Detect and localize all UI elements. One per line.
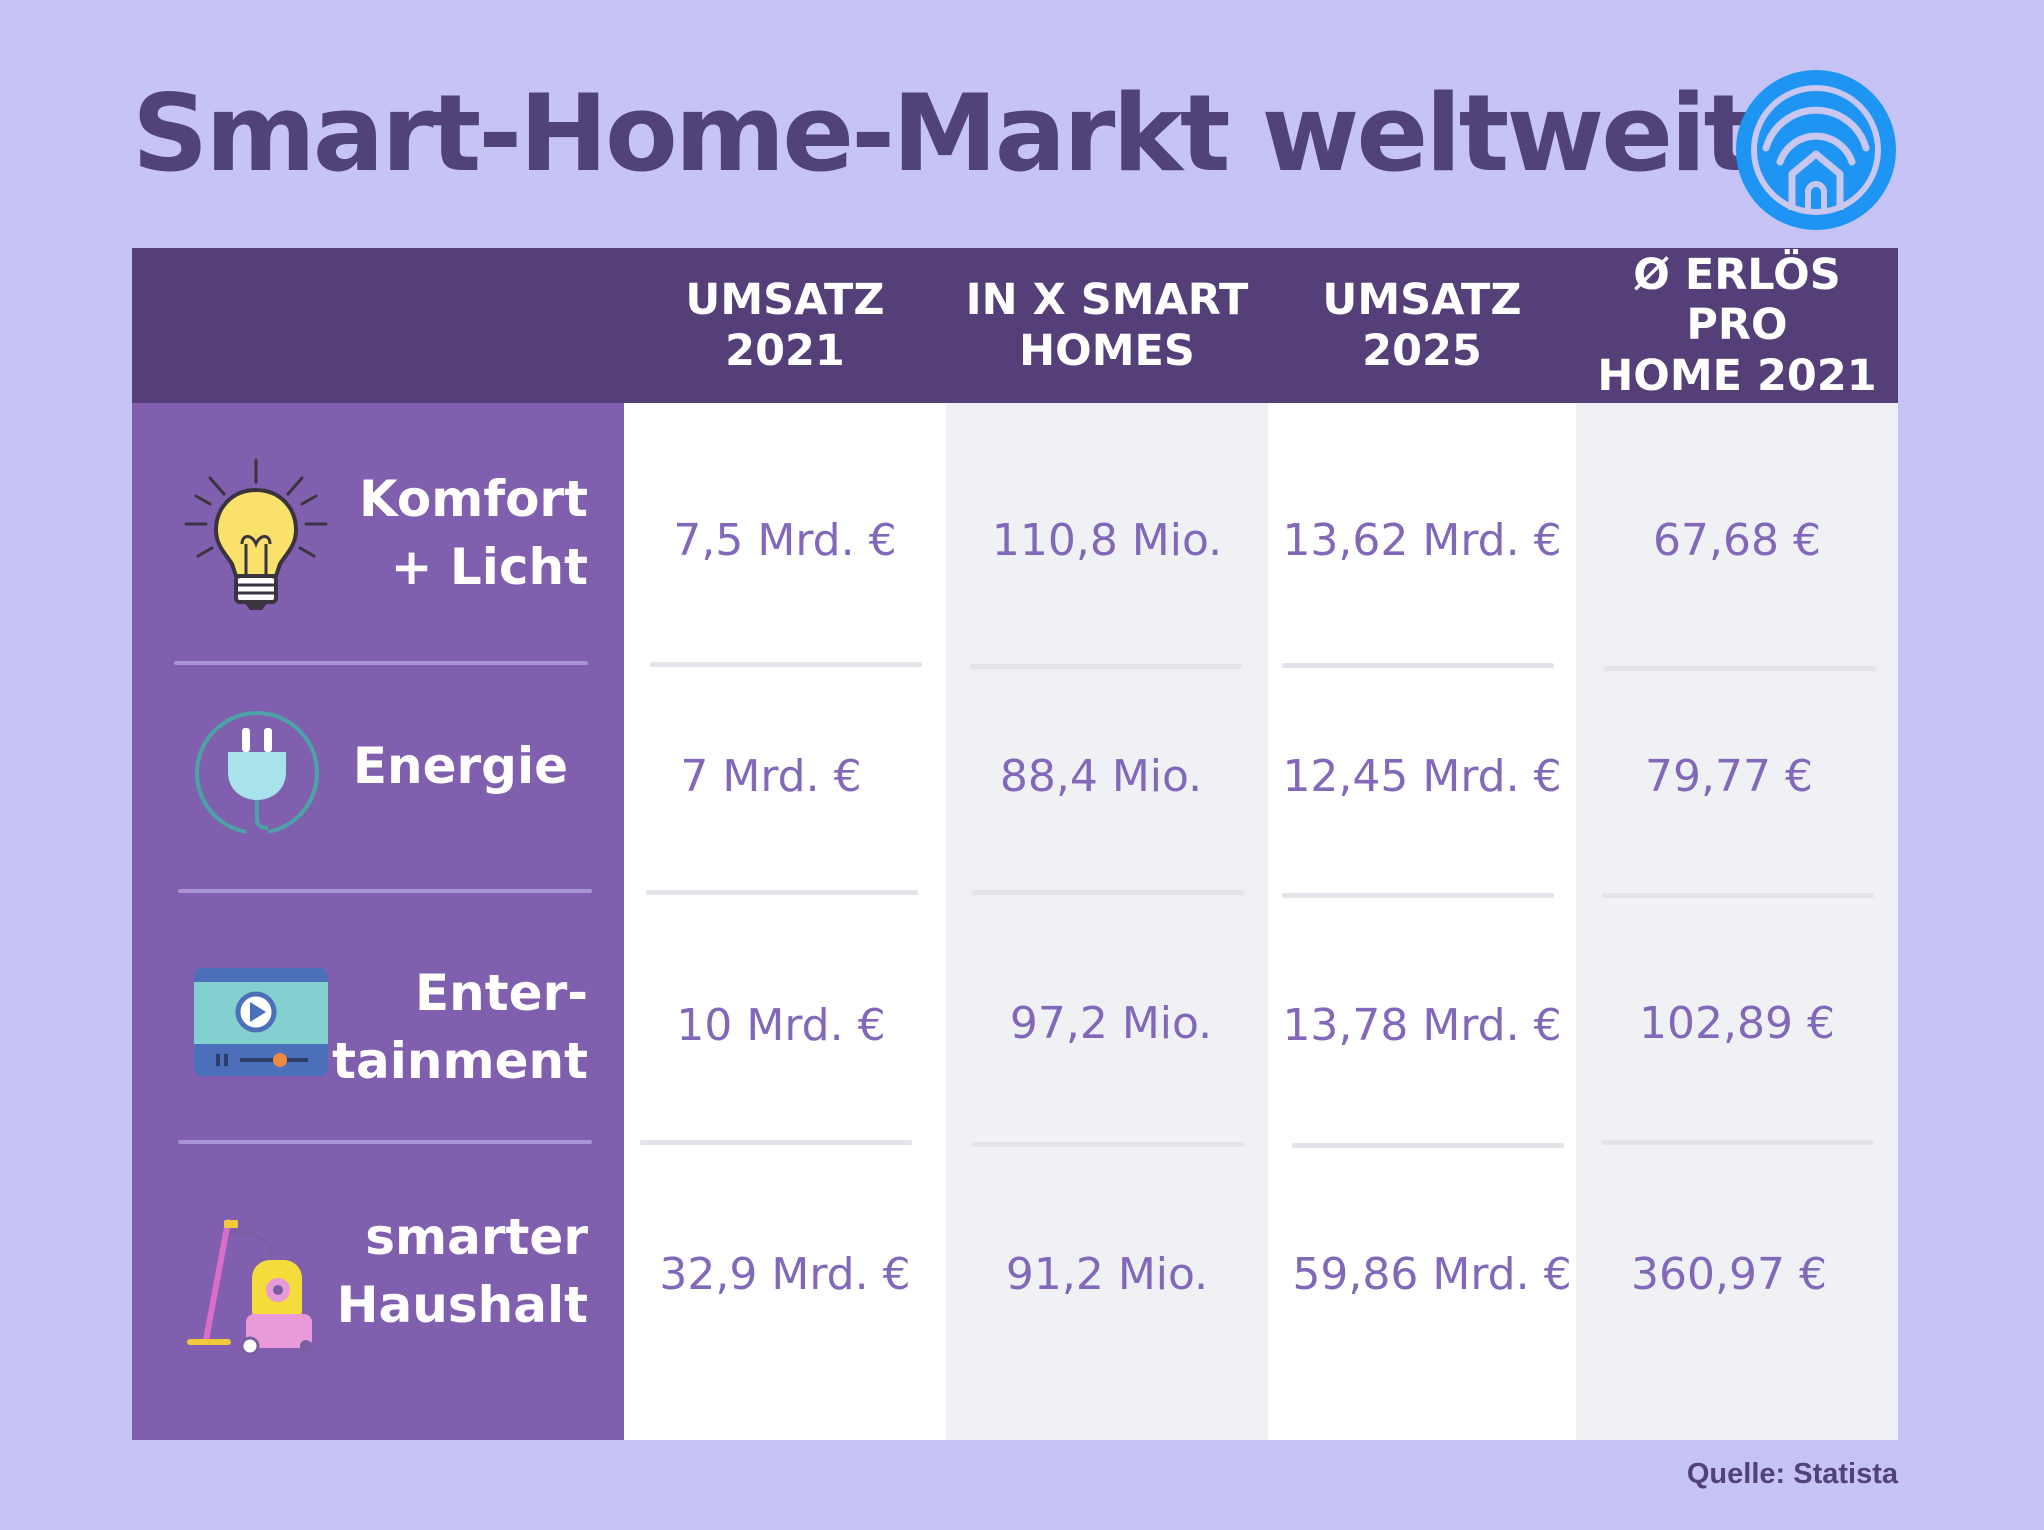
category-label: Enter- tainment [332, 964, 588, 1090]
row-rule [640, 1140, 912, 1145]
category-smarter-haushalt: smarter Haushalt [132, 1198, 624, 1398]
cell-smart-homes: 91,2 Mio. [1005, 1248, 1209, 1300]
cell-erloes-pro-home: 79,77 € [1645, 750, 1813, 802]
row-rule [1602, 893, 1874, 898]
category-label: Komfort + Licht [359, 470, 588, 596]
row-rule [972, 1142, 1244, 1147]
cell-umsatz-2025: 13,78 Mrd. € [1282, 999, 1562, 1051]
row-rule [1282, 663, 1554, 668]
vacuum-cleaner-icon [187, 1219, 312, 1356]
cell-erloes-pro-home: 67,68 € [1653, 514, 1821, 566]
column-erloes-pro-home [1576, 403, 1898, 1440]
cell-erloes-pro-home: 102,89 € [1639, 997, 1835, 1049]
row-rule [972, 890, 1244, 895]
cell-umsatz-2021: 32,9 Mrd. € [659, 1248, 911, 1300]
cell-umsatz-2025: 12,45 Mrd. € [1282, 750, 1562, 802]
column-smart-homes [946, 403, 1268, 1440]
source-note: Quelle: Statista [1686, 1458, 1898, 1490]
cell-smart-homes: 110,8 Mio. [991, 514, 1223, 566]
table-header: UMSATZ 2021 IN X SMART HOMES UMSATZ 2025 Ø … [132, 248, 1898, 403]
row-rule [1282, 893, 1554, 898]
cell-umsatz-2021: 7,5 Mrd. € [673, 514, 897, 566]
smart-home-wifi-icon [1736, 70, 1896, 230]
category-komfort-licht: Komfort + Licht [132, 448, 624, 628]
market-table: UMSATZ 2021 IN X SMART HOMES UMSATZ 2025 Ø … [132, 248, 1898, 1440]
column-umsatz-2021 [624, 403, 946, 1440]
category-entertainment: Enter- tainment [132, 948, 624, 1118]
header-smart-homes: IN X SMART HOMES [965, 275, 1249, 376]
video-player-icon [194, 968, 328, 1076]
category-energie: Energie [132, 703, 624, 853]
row-rule [1602, 1140, 1874, 1145]
cell-erloes-pro-home: 360,97 € [1631, 1248, 1827, 1300]
light-bulb-icon [184, 458, 328, 610]
page-title: Smart-Home-Markt weltweit [132, 72, 1754, 195]
cell-smart-homes: 97,2 Mio. [1009, 997, 1213, 1049]
category-label: Energie [352, 737, 568, 795]
category-panel [132, 403, 624, 1440]
header-umsatz-2025: UMSATZ 2025 [1322, 275, 1522, 376]
row-divider [174, 661, 588, 665]
column-umsatz-2025 [1268, 403, 1576, 1440]
row-rule [646, 890, 918, 895]
cell-umsatz-2025: 59,86 Mrd. € [1292, 1248, 1572, 1300]
header-umsatz-2021: UMSATZ 2021 [685, 275, 885, 376]
header-erloes-pro-home: Ø ERLÖS PRO HOME 2021 [1597, 250, 1877, 401]
row-divider [178, 889, 592, 893]
row-rule [970, 664, 1242, 669]
cell-umsatz-2021: 10 Mrd. € [676, 999, 886, 1051]
cell-smart-homes: 88,4 Mio. [999, 750, 1203, 802]
row-rule [1604, 666, 1876, 671]
power-plug-icon [195, 711, 319, 834]
cell-umsatz-2025: 13,62 Mrd. € [1282, 514, 1562, 566]
cell-umsatz-2021: 7 Mrd. € [680, 750, 862, 802]
row-rule [650, 662, 922, 667]
row-rule [1292, 1143, 1564, 1148]
category-label: smarter Haushalt [336, 1208, 588, 1334]
row-divider [178, 1140, 592, 1144]
